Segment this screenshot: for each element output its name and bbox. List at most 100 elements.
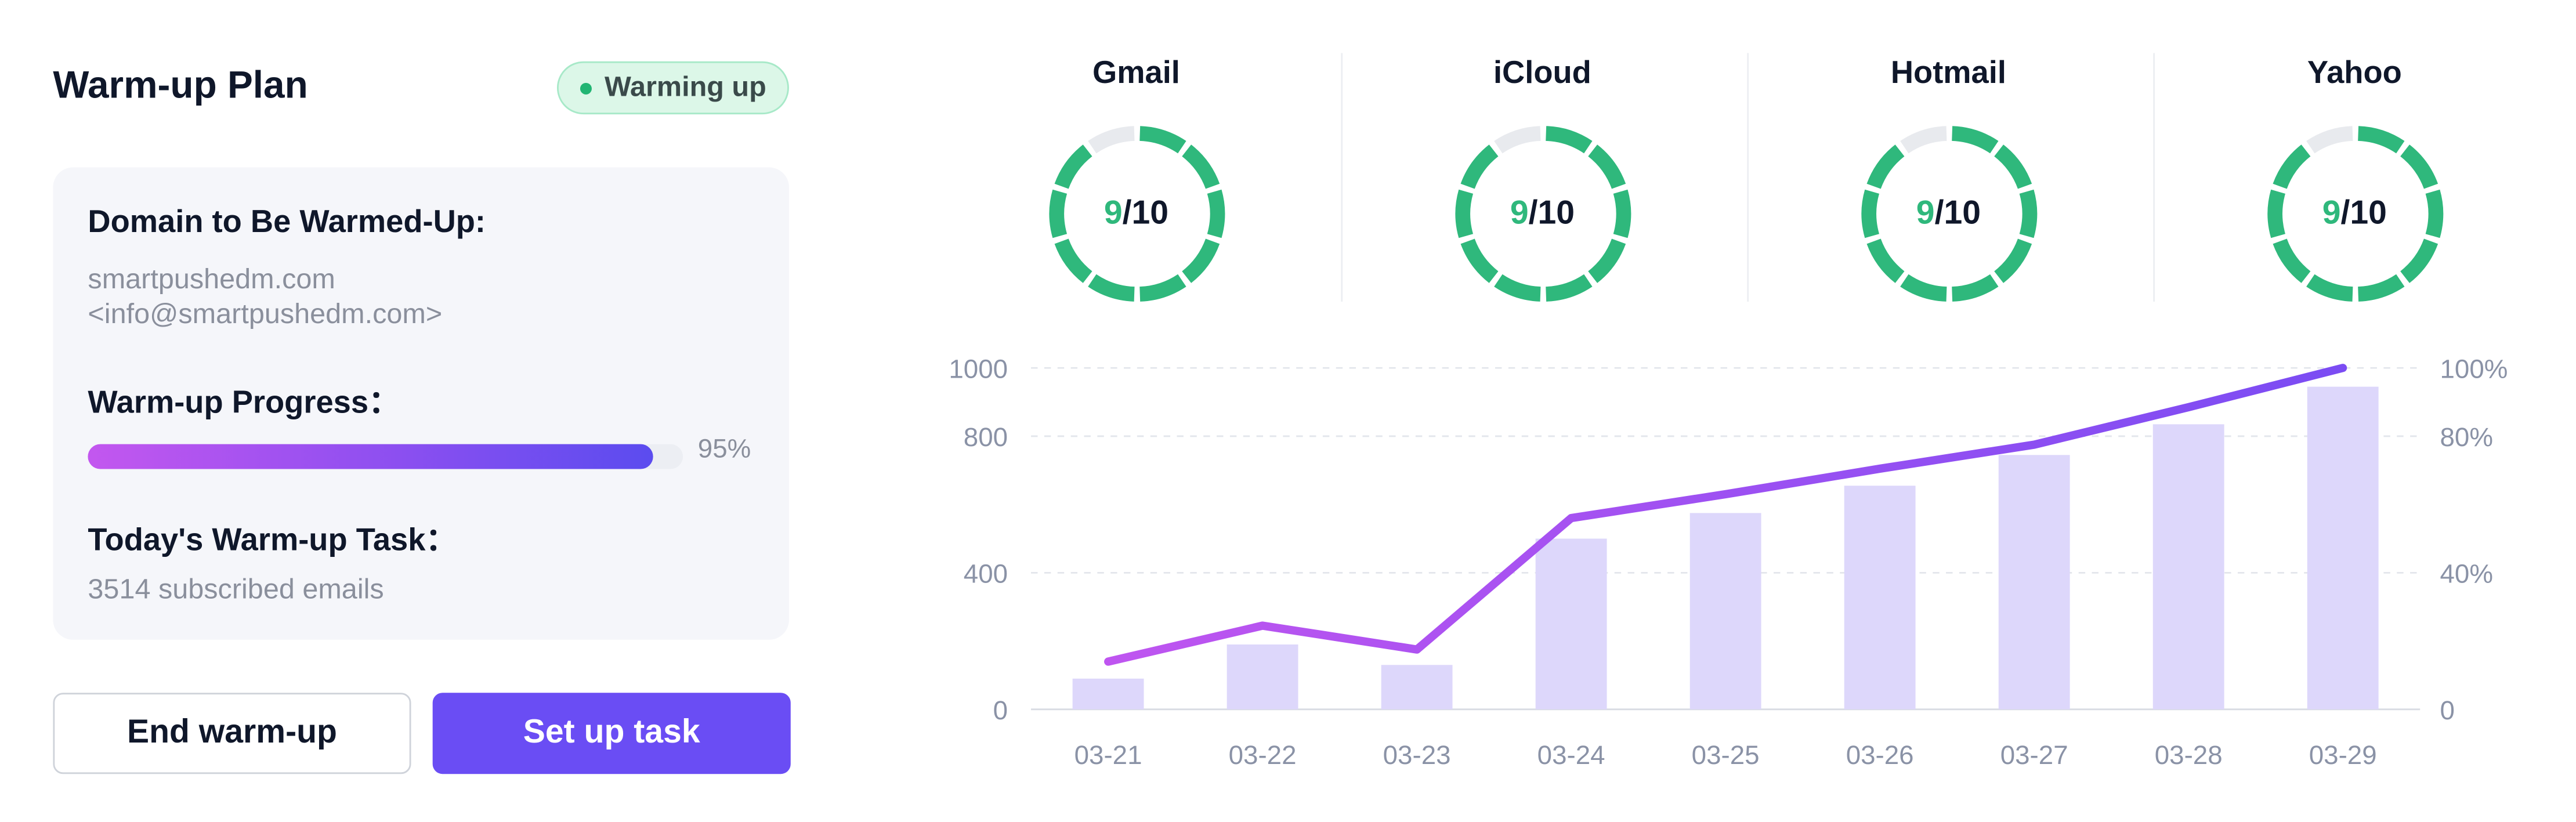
x-tick-label: 03-27 (2000, 740, 2068, 770)
ring-segment (1460, 144, 1499, 189)
ring-segment (1866, 238, 1905, 283)
bar (1227, 644, 1298, 709)
x-tick-label: 03-22 (1229, 740, 1297, 770)
divider (1341, 53, 1343, 302)
progress-fill (88, 444, 653, 469)
ring-segment (1139, 126, 1186, 154)
setup-task-button[interactable]: Set up task (432, 693, 791, 774)
sender-value: <info@smartpushedm.com> (88, 298, 443, 330)
bar (1689, 513, 1761, 709)
divider (1747, 53, 1749, 302)
x-tick-label: 03-21 (1074, 740, 1142, 770)
ring-segment (1054, 144, 1092, 189)
provider-score: 9/10 (1339, 195, 1745, 234)
y-right-tick-label: 100% (2440, 354, 2508, 383)
score-ring-yahoo (2267, 126, 2444, 302)
score-ring-hotmail (1861, 126, 2038, 302)
provider-score: 9/10 (1745, 195, 2151, 234)
ring-segment (2400, 238, 2438, 283)
ring-segment (2400, 144, 2438, 189)
progress-percent: 95% (697, 436, 751, 464)
provider-name: iCloud (1493, 56, 1591, 92)
ring-segment (1951, 274, 1999, 302)
provider-score: 9/10 (933, 195, 1339, 234)
ring-segment (1182, 238, 1220, 283)
ring-segment (1455, 189, 1474, 238)
series-line (1104, 364, 2347, 666)
bar (2307, 386, 2379, 709)
provider-gmail: Gmail 9/10 (933, 50, 1339, 315)
ring-segment (1545, 274, 1593, 302)
x-tick-label: 03-28 (2155, 740, 2223, 770)
ring-segment (1494, 274, 1541, 302)
provider-hotmail: Hotmail 9/10 (1745, 50, 2151, 315)
score-value: 9 (1510, 195, 1529, 232)
y-left-tick-label: 0 (993, 696, 1008, 725)
y-right-tick-label: 80% (2440, 422, 2493, 452)
bar (1844, 486, 1916, 709)
divider (2153, 53, 2155, 302)
bar (1998, 455, 2070, 709)
ring-segment (2273, 238, 2311, 283)
score-ring-icloud (1455, 126, 1631, 302)
ring-segment (1900, 274, 1947, 302)
x-tick-label: 03-29 (2309, 740, 2377, 770)
score-value: 9 (2322, 195, 2341, 232)
y-left-tick-label: 400 (964, 559, 1008, 589)
score-total: /10 (1934, 195, 1981, 232)
ring-segment (1207, 189, 1225, 238)
page-title: Warm-up Plan (53, 63, 308, 106)
ring-segment (1139, 274, 1186, 302)
progress-label: Warm-up Progress： (88, 386, 400, 421)
provider-yahoo: Yahoo 9/10 (2151, 50, 2557, 315)
provider-name: Yahoo (2307, 56, 2402, 92)
status-text: Warming up (604, 71, 766, 103)
ring-segment (1993, 238, 2032, 283)
ring-segment (2019, 189, 2038, 238)
warmup-chart: 0 400 800 1000 0 40% 80% 100% 03-21 03-22 03-23 03-… (949, 354, 2508, 770)
score-ring-gmail (1049, 126, 1225, 302)
y-left-tick-label: 800 (964, 422, 1008, 452)
ring-segment (1587, 144, 1626, 189)
ring-segment (1587, 238, 1626, 283)
provider-name: Hotmail (1890, 56, 2006, 92)
status-badge: Warming up (556, 61, 789, 115)
provider-icloud: iCloud 9/10 (1339, 50, 1745, 315)
ring-segment (2357, 126, 2405, 154)
task-label: Today's Warm-up Task： (88, 523, 457, 559)
score-total: /10 (1528, 195, 1575, 232)
y-right-tick-label: 0 (2440, 696, 2455, 725)
ring-segment (1494, 126, 1541, 154)
y-right-tick-label: 40% (2440, 559, 2493, 589)
ring-segment (1049, 189, 1068, 238)
domain-label: Domain to Be Warmed-Up: (88, 205, 486, 241)
ring-segment (2425, 189, 2444, 238)
ring-segment (2267, 189, 2286, 238)
ring-segment (1861, 189, 1880, 238)
ring-segment (1993, 144, 2032, 189)
score-value: 9 (1916, 195, 1935, 232)
bar (2152, 424, 2224, 709)
x-tick-label: 03-25 (1692, 740, 1760, 770)
score-total: /10 (1122, 195, 1169, 232)
ring-segment (2306, 274, 2353, 302)
ring-segment (1900, 126, 1947, 154)
x-tick-label: 03-24 (1537, 740, 1605, 770)
score-total: /10 (2340, 195, 2387, 232)
ring-segment (1182, 144, 1220, 189)
ring-segment (2273, 144, 2311, 189)
provider-score: 9/10 (2151, 195, 2557, 234)
ring-segment (1054, 238, 1092, 283)
task-value: 3514 subscribed emails (88, 573, 384, 605)
ring-segment (1613, 189, 1631, 238)
ring-segment (1545, 126, 1593, 154)
domain-value: smartpushedm.com (88, 263, 335, 295)
ring-segment (1866, 144, 1905, 189)
end-warmup-button[interactable]: End warm-up (53, 693, 411, 774)
ring-segment (2357, 274, 2405, 302)
x-tick-label: 03-23 (1383, 740, 1451, 770)
ring-segment (2306, 126, 2353, 154)
ring-segment (1460, 238, 1499, 283)
bar (1381, 665, 1453, 709)
